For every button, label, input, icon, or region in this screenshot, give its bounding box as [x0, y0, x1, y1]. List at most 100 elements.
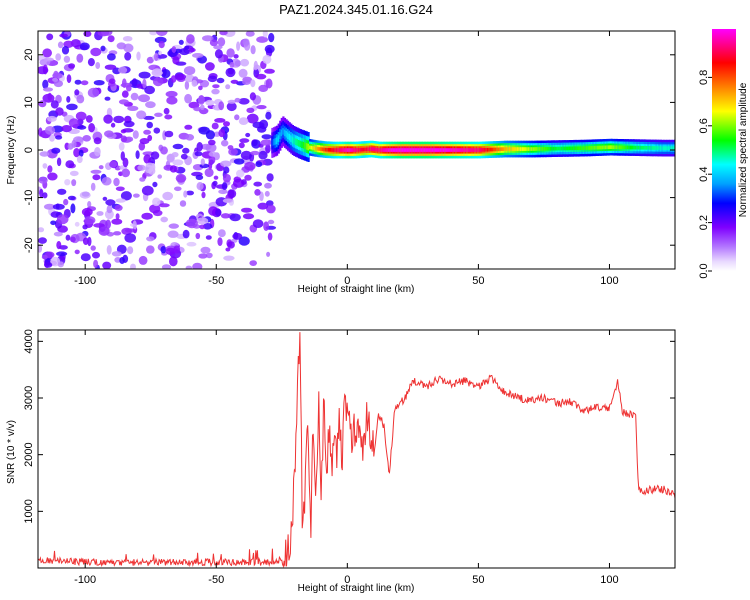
noise-blob: [223, 166, 230, 174]
snr-frame: [37, 329, 676, 569]
noise-blob: [240, 58, 250, 67]
noise-blob: [164, 114, 173, 120]
signal-ridge-cell: [482, 148, 485, 152]
noise-blob: [55, 53, 62, 61]
signal-ridge-cell: [343, 148, 346, 152]
signal-ridge-cell: [361, 147, 364, 152]
signal-ridge-cell: [655, 146, 658, 150]
y-tick-label: 3000: [23, 386, 35, 410]
noise-blob: [262, 31, 268, 38]
signal-ridge-cell: [611, 145, 614, 149]
x-tick-label: 50: [472, 574, 484, 586]
signal-ridge-cell: [472, 148, 475, 152]
signal-ridge-cell: [449, 148, 452, 152]
signal-ridge-cell: [416, 148, 419, 152]
noise-blob: [118, 99, 129, 105]
noise-blob: [116, 42, 127, 50]
signal-ridge-cell: [348, 148, 351, 152]
noise-blob: [108, 78, 116, 84]
snr-y-axis-title: SNR (10 * v/v): [6, 420, 17, 484]
signal-ridge-cell: [398, 148, 401, 152]
noise-blob: [131, 78, 138, 87]
noise-blob: [63, 55, 71, 63]
signal-ridge-cell: [666, 146, 669, 150]
noise-blob: [268, 32, 275, 43]
noise-blob: [178, 39, 184, 45]
noise-blob: [225, 247, 231, 252]
noise-blob: [227, 145, 234, 150]
signal-ridge-cell: [441, 148, 444, 152]
noise-blob: [152, 181, 158, 188]
signal-ridge-cell: [600, 145, 603, 150]
noise-blob: [47, 172, 58, 181]
noise-blob: [184, 93, 193, 104]
noise-blob: [107, 35, 115, 43]
noise-blob: [146, 245, 155, 254]
noise-blob: [145, 162, 154, 168]
noise-blob: [56, 241, 62, 250]
noise-blob: [133, 193, 140, 198]
noise-blob: [260, 139, 272, 146]
noise-blob: [55, 135, 63, 140]
signal-ridge-cell: [579, 146, 582, 150]
noise-blob: [38, 127, 43, 137]
noise-blob: [154, 36, 167, 44]
noise-blob: [122, 157, 129, 168]
noise-blob: [211, 88, 220, 95]
signal-ridge-cell: [431, 148, 434, 152]
noise-blob: [156, 54, 168, 59]
noise-blob: [132, 130, 139, 139]
signal-ridge-cell: [485, 147, 488, 152]
noise-blob: [110, 122, 116, 128]
noise-blob: [146, 121, 153, 129]
noise-blob: [51, 147, 61, 154]
noise-blob: [53, 231, 63, 237]
noise-blob: [165, 247, 176, 255]
noise-blob: [186, 34, 195, 44]
noise-blob: [264, 68, 275, 74]
signal-ridge-cell: [603, 145, 606, 150]
noise-blob: [47, 115, 57, 122]
signal-ridge-cell: [489, 147, 493, 152]
signal-ridge-cell: [373, 147, 376, 152]
snr-axes: -100 -50 0 50 100 1000 2000 3000 4000: [23, 329, 675, 586]
noise-blob: [95, 62, 101, 69]
signal-ridge-cell: [375, 147, 378, 152]
colorbar-tick-label: 0.2: [698, 215, 710, 230]
noise-blob: [167, 230, 179, 238]
signal-ridge-cell: [538, 147, 541, 151]
noise-blob: [43, 57, 54, 62]
noise-blob: [53, 80, 64, 88]
noise-blob: [208, 155, 216, 165]
signal-ridge-cell: [309, 145, 312, 150]
signal-ridge-cell: [637, 145, 640, 150]
noise-blob: [200, 246, 211, 254]
noise-blob: [90, 182, 96, 191]
signal-ridge-cell: [614, 145, 617, 150]
noise-blob: [66, 74, 72, 83]
signal-ridge-cell: [537, 147, 540, 151]
noise-blob: [123, 120, 135, 128]
noise-blob: [229, 213, 241, 222]
signal-ridge-cell: [349, 148, 353, 152]
noise-blob: [227, 241, 235, 249]
noise-blob: [69, 170, 79, 177]
noise-blob: [73, 148, 80, 158]
noise-blob: [77, 125, 87, 130]
noise-blob: [195, 174, 204, 180]
noise-blob: [76, 53, 84, 63]
signal-ridge-cell: [414, 148, 417, 152]
noise-blob: [120, 191, 132, 201]
noise-blob: [227, 99, 236, 104]
signal-ridge-cell: [532, 147, 535, 151]
noise-blob: [92, 251, 100, 259]
noise-blob: [105, 199, 116, 206]
noise-blob: [234, 97, 241, 103]
signal-ridge-cell: [425, 148, 428, 152]
noise-blob: [124, 52, 132, 61]
noise-blob: [92, 174, 101, 181]
signal-ridge-cell: [301, 141, 304, 148]
signal-ridge-cell: [362, 147, 365, 152]
noise-blob: [151, 68, 163, 78]
colorbar-tick-label: 0.8: [698, 70, 710, 85]
